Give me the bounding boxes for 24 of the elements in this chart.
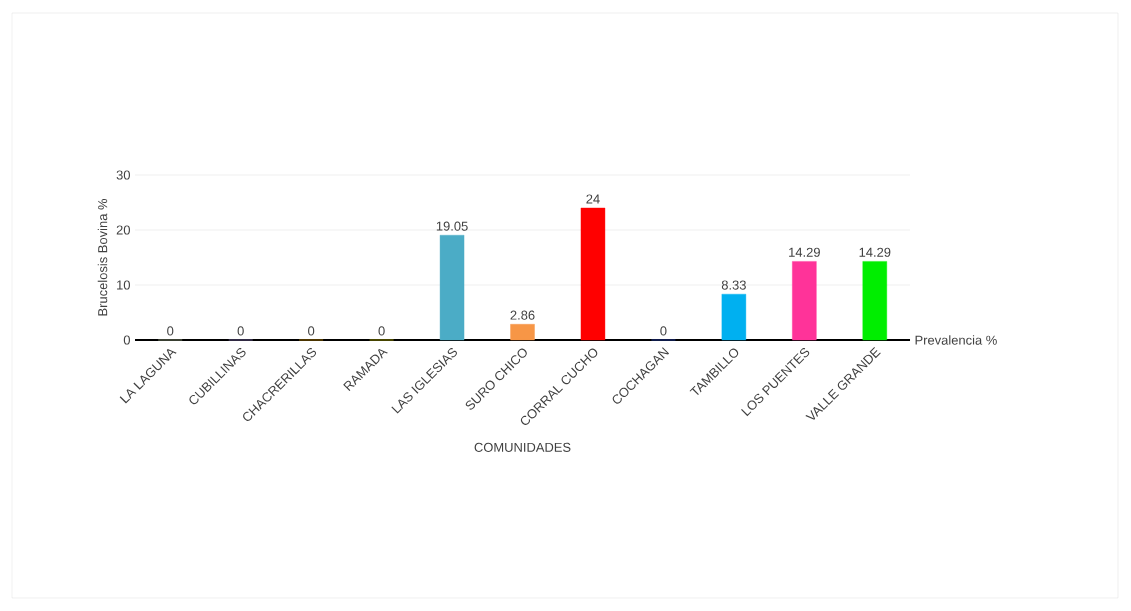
bar — [580, 207, 606, 341]
bar — [862, 261, 887, 341]
y-tick-label: 20 — [116, 225, 130, 235]
y-tick-label: 30 — [116, 170, 130, 180]
bar — [510, 324, 535, 341]
data-label: 24 — [586, 194, 600, 204]
data-label: 0 — [237, 326, 244, 336]
data-label: 0 — [378, 326, 385, 336]
data-label: 19.05 — [436, 221, 468, 231]
y-axis-title: Brucelosis Bovina % — [97, 198, 108, 316]
data-label: 8.33 — [721, 280, 746, 290]
data-label: 0 — [167, 326, 174, 336]
text: Prevalencia % — [915, 335, 997, 345]
data-label: 2.86 — [510, 310, 535, 320]
bar — [792, 261, 817, 341]
x-axis-title: COMUNIDADES — [474, 442, 571, 452]
data-label: 0 — [308, 326, 315, 336]
bar — [721, 293, 747, 341]
data-label: 14.29 — [859, 247, 891, 257]
bar — [439, 235, 465, 341]
data-label: 0 — [660, 326, 667, 336]
y-tick-label: 0 — [123, 335, 130, 345]
data-label: 14.29 — [789, 247, 820, 257]
y-tick-label: 10 — [117, 280, 130, 290]
